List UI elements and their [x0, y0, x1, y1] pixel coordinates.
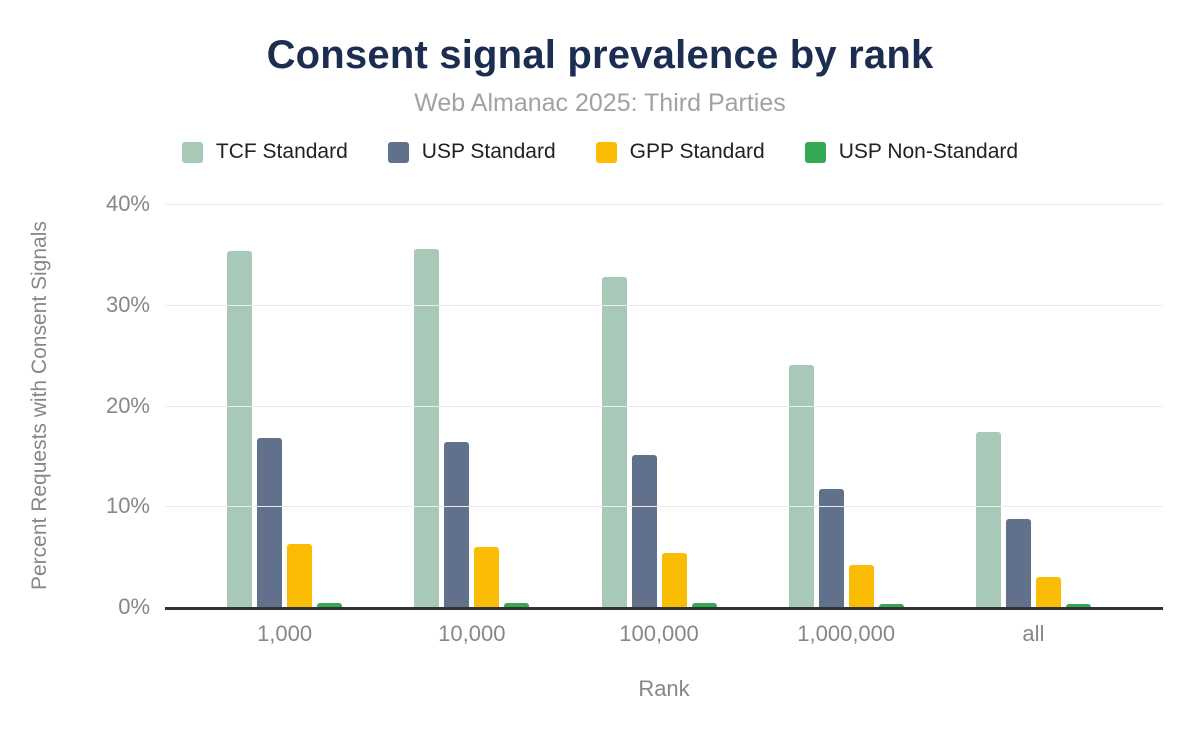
legend-swatch-icon [804, 141, 826, 163]
x-tick-label: 1,000 [257, 621, 313, 646]
bar-tcf-standard-all [975, 431, 1001, 607]
x-tick-label: 10,000 [438, 621, 506, 646]
x-tick-label: all [1022, 621, 1045, 646]
y-tick-label: 20% [105, 392, 150, 418]
x-axis-title: Rank [638, 676, 690, 701]
legend-label: USP Non-Standard [838, 140, 1019, 163]
bar-groups [191, 204, 1127, 607]
bar-group-1-000 [191, 204, 378, 607]
y-tick-label: 0% [118, 594, 150, 619]
bar-gpp-standard-100-000 [661, 552, 687, 607]
legend-label: TCF Standard [215, 140, 348, 163]
legend-item-tcf-standard: TCF Standard [181, 140, 348, 164]
legend: TCF Standard USP Standard GPP Standard USP … [0, 140, 1200, 164]
legend-swatch-icon [595, 141, 617, 163]
bar-tcf-standard-10-000 [414, 249, 440, 607]
gridline [165, 304, 1163, 306]
bar-usp-standard-10-000 [444, 441, 470, 607]
x-tick-label: 100,000 [619, 621, 699, 646]
bar-usp-non-standard-100-000 [691, 602, 717, 607]
bar-gpp-standard-1-000 [287, 543, 313, 607]
bar-tcf-standard-100-000 [601, 276, 627, 607]
bar-group-100-000 [565, 204, 752, 607]
x-axis-ticks: 1,000 10,000 100,000 1,000,000 all [191, 621, 1127, 647]
bar-usp-standard-1-000 [257, 437, 283, 607]
chart-subtitle: Web Almanac 2025: Third Parties [414, 89, 786, 117]
legend-label: GPP Standard [629, 140, 765, 163]
bar-gpp-standard-10-000 [474, 546, 500, 607]
bar-usp-standard-all [1005, 519, 1031, 607]
bar-gpp-standard-1-000-000 [848, 564, 874, 607]
x-tick-label: 1,000,000 [797, 621, 896, 646]
legend-item-usp-non-standard: USP Non-Standard [804, 140, 1019, 164]
plot-area [165, 204, 1163, 610]
bar-usp-non-standard-1-000-000 [878, 603, 904, 607]
legend-label: USP Standard [421, 140, 556, 163]
chart-title: Consent signal prevalence by rank [266, 33, 934, 77]
gridline [165, 204, 1163, 205]
bar-usp-standard-1-000-000 [818, 489, 844, 607]
y-tick-label: 30% [105, 291, 150, 317]
legend-item-usp-standard: USP Standard [387, 140, 556, 164]
legend-swatch-icon [387, 141, 409, 163]
legend-item-gpp-standard: GPP Standard [595, 140, 765, 164]
bar-usp-non-standard-all [1065, 604, 1091, 607]
legend-swatch-icon [181, 141, 203, 163]
bar-tcf-standard-1-000 [227, 251, 253, 607]
y-axis-ticks: 40% 30% 20% 10% 0% [60, 191, 150, 619]
bar-usp-standard-100-000 [631, 454, 657, 607]
y-tick-label: 10% [105, 493, 150, 519]
y-tick-label: 40% [105, 191, 150, 216]
bar-group-10-000 [378, 204, 565, 607]
bar-usp-non-standard-1-000 [317, 602, 343, 607]
bar-usp-non-standard-10-000 [504, 602, 530, 607]
bar-gpp-standard-all [1035, 576, 1061, 607]
gridline [165, 506, 1163, 508]
bar-group-all [940, 204, 1127, 607]
gridline [165, 405, 1163, 407]
y-axis-title: Percent Requests with Consent Signals [28, 221, 51, 590]
bar-tcf-standard-1-000-000 [788, 365, 814, 607]
